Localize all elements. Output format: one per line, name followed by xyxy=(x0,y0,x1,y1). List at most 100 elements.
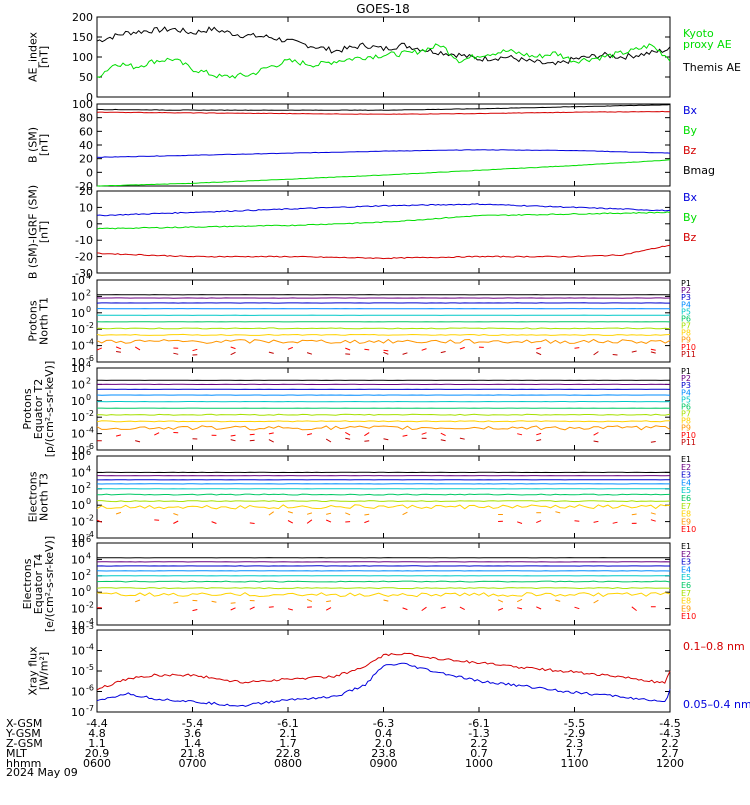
channel-trace-8 xyxy=(97,593,670,597)
channel-trace-9 xyxy=(97,340,670,344)
y-tick-exponent: -6 xyxy=(86,684,94,693)
channel-trace-10 xyxy=(250,607,255,609)
channel-trace-9 xyxy=(307,513,312,514)
channel-trace-9 xyxy=(555,600,560,601)
footer-cell: 1200 xyxy=(656,757,684,770)
y-tick-label: 10 xyxy=(71,323,85,336)
channel-trace-6 xyxy=(97,581,670,582)
channel-trace-11 xyxy=(364,441,369,442)
channel-trace-11 xyxy=(345,438,350,439)
y-tick-label: 10 xyxy=(71,586,85,599)
channel-trace-7 xyxy=(97,501,670,502)
channel-trace-10 xyxy=(575,607,580,609)
y-tick-exponent: -5 xyxy=(86,663,94,672)
channel-trace-7 xyxy=(97,328,670,329)
y-tick-label: 10 xyxy=(71,706,85,719)
channel-trace-10 xyxy=(498,608,503,610)
channel-trace-10 xyxy=(154,433,159,435)
footer-cell: 1100 xyxy=(561,757,589,770)
channel-trace-11 xyxy=(403,353,408,355)
y-tick-label: 10 xyxy=(71,428,85,441)
channel-trace-10 xyxy=(403,608,408,610)
channel-trace-9 xyxy=(212,601,217,602)
channel-trace-11 xyxy=(231,440,236,441)
channel-trace-10 xyxy=(594,433,599,436)
channel-trace-10 xyxy=(288,521,293,524)
y-tick-exponent: 6 xyxy=(86,448,91,457)
channel-trace-10 xyxy=(460,347,465,349)
y-tick-label: 50 xyxy=(79,71,93,84)
channel-trace-10 xyxy=(288,609,293,610)
channel-trace-9 xyxy=(345,513,350,515)
y-tick-exponent: 2 xyxy=(86,288,91,297)
legend-entry: By xyxy=(683,124,698,137)
series-line-1 xyxy=(97,150,670,158)
y-tick-label: 10 xyxy=(71,499,85,512)
y-tick-exponent: -2 xyxy=(86,321,94,330)
y-tick-exponent: -4 xyxy=(86,426,94,435)
channel-trace-10 xyxy=(250,523,255,524)
channel-trace-8 xyxy=(97,334,670,335)
channel-trace-11 xyxy=(307,353,312,355)
legend-entry: Bx xyxy=(683,191,698,204)
channel-trace-10 xyxy=(632,607,637,611)
footer-cell: 0900 xyxy=(370,757,398,770)
channel-trace-10 xyxy=(441,607,446,608)
y-tick-label: 10 xyxy=(71,624,85,637)
channel-trace-10 xyxy=(536,433,541,434)
channel-trace-10 xyxy=(97,348,102,350)
channel-trace-9 xyxy=(307,599,312,601)
y-tick-exponent: -2 xyxy=(86,409,94,418)
y-tick-label: 10 xyxy=(71,340,85,353)
y-tick-label: 200 xyxy=(72,11,93,24)
y-tick-label: 40 xyxy=(79,139,93,152)
y-tick-label: 10 xyxy=(71,686,85,699)
channel-trace-10 xyxy=(517,608,522,609)
y-tick-exponent: -2 xyxy=(86,601,94,610)
y-axis-title-line: North T3 xyxy=(38,473,51,521)
y-axis-title-line: [nT] xyxy=(38,46,51,68)
y-axis-title-line: North T1 xyxy=(38,297,51,345)
footer-cell: 1000 xyxy=(465,757,493,770)
y-tick-exponent: 4 xyxy=(86,551,91,560)
channel-trace-10 xyxy=(269,433,274,434)
channel-trace-9 xyxy=(364,514,369,515)
legend-entry: proxy AE xyxy=(683,38,732,51)
y-tick-exponent: 0 xyxy=(86,305,91,314)
channel-trace-10 xyxy=(364,521,369,523)
y-tick-exponent: 0 xyxy=(86,584,91,593)
y-tick-exponent: -3 xyxy=(86,622,94,631)
channel-trace-10 xyxy=(651,520,656,522)
channel-trace-9 xyxy=(594,600,599,603)
channel-trace-10 xyxy=(193,610,198,611)
channel-trace-10 xyxy=(288,347,293,349)
y-axis-title: Xray flux[W/m²] xyxy=(27,646,51,696)
channel-trace-10 xyxy=(536,521,541,523)
channel-trace-11 xyxy=(594,352,599,355)
channel-trace-9 xyxy=(326,601,331,602)
y-tick-exponent: -7 xyxy=(86,704,94,713)
channel-trace-10 xyxy=(384,350,389,351)
panel-frame xyxy=(97,280,670,362)
y-tick-label: 10 xyxy=(71,362,85,375)
channel-trace-10 xyxy=(116,347,121,349)
series-line-1 xyxy=(97,653,670,690)
panel-frame xyxy=(97,456,670,538)
channel-trace-9 xyxy=(517,599,522,601)
legend-entry: Themis AE xyxy=(682,61,741,74)
channel-trace-10 xyxy=(517,434,522,435)
channel-trace-10 xyxy=(135,347,140,350)
channel-trace-11 xyxy=(326,439,331,442)
channel-trace-10 xyxy=(231,347,236,349)
channel-trace-9 xyxy=(135,600,140,602)
y-axis-title: B (SM)-IGRF (SM)[nT] xyxy=(27,185,51,279)
